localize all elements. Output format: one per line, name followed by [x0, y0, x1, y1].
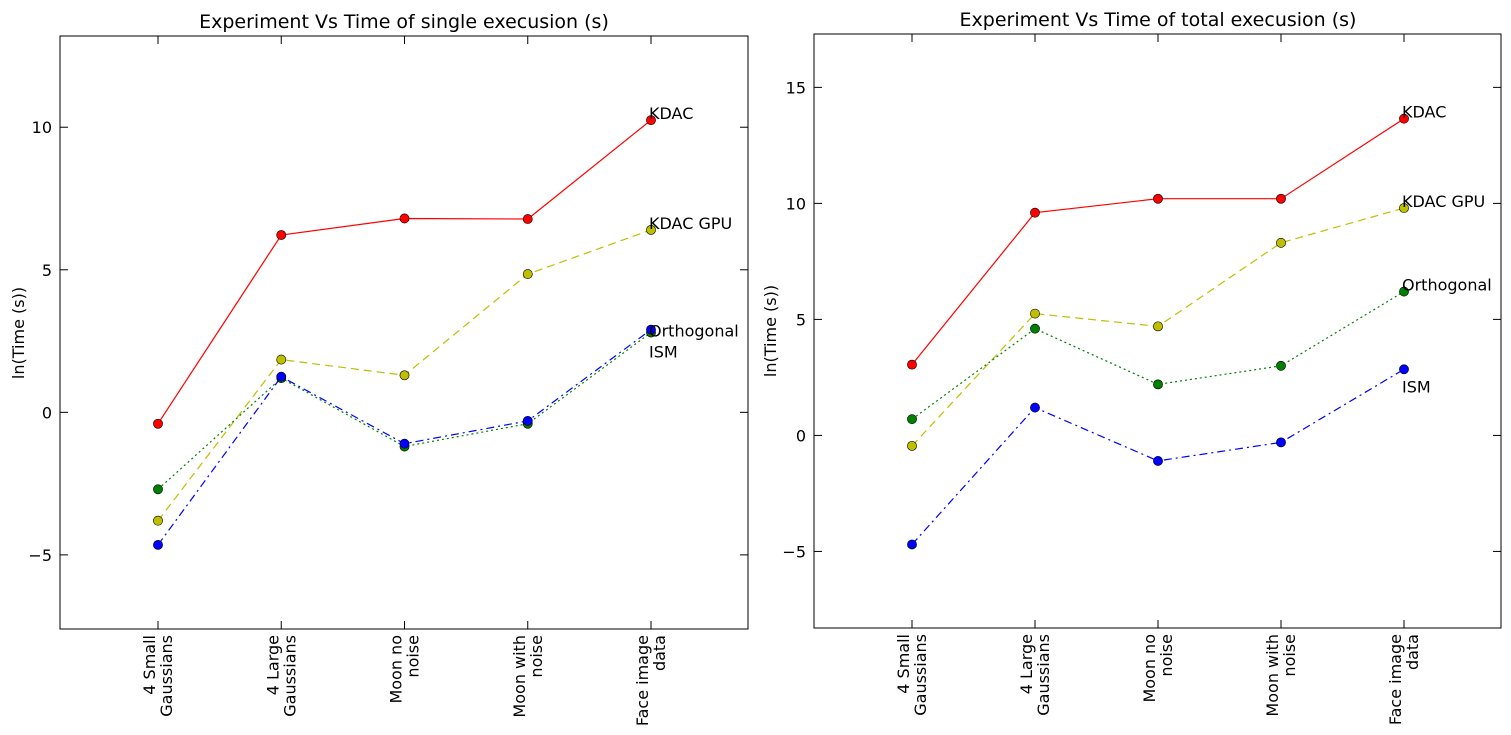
- data-point: [1153, 379, 1163, 390]
- x-tick-label: Moon nonoise: [1140, 634, 1176, 703]
- series-annotation: Orthogonal: [649, 322, 739, 341]
- y-tick-label: 0: [42, 403, 52, 422]
- data-point: [1153, 456, 1163, 466]
- x-tick-label: 4 SmallGaussians: [894, 634, 930, 716]
- data-point: [522, 269, 533, 279]
- series-annotation: KDAC: [649, 104, 693, 123]
- series-annotation: ISM: [1402, 377, 1431, 396]
- plot-frame: [59, 35, 749, 630]
- plot-frame: [813, 33, 1502, 629]
- data-point: [1276, 437, 1286, 448]
- data-point: [399, 438, 410, 449]
- y-axis-label: ln(Time (s)): [761, 285, 780, 377]
- data-point: [1030, 402, 1040, 413]
- data-point: [522, 214, 533, 224]
- data-point: [646, 324, 656, 335]
- data-point: [1276, 193, 1286, 204]
- plot-marks: −5 0 5 10 15 4 SmallGaussians 4 LargeGaussians…: [782, 34, 1501, 725]
- data-point: [1399, 203, 1409, 213]
- y-tick-label: −5: [28, 546, 52, 565]
- series-line: [911, 291, 1405, 420]
- y-tick-label: 5: [796, 310, 806, 329]
- y-tick-label: 0: [796, 426, 806, 445]
- data-point: [907, 359, 917, 370]
- data-point: [1153, 321, 1163, 332]
- series-annotation: KDAC GPU: [1402, 192, 1485, 211]
- x-tick-label: 4 LargeGaussians: [1017, 634, 1053, 716]
- series-annotation: KDAC GPU: [649, 214, 732, 233]
- data-point: [907, 440, 917, 451]
- chart-single-execution: Experiment Vs Time of single execusion (…: [9, 11, 749, 726]
- y-tick-label: 10: [786, 194, 806, 213]
- data-point: [646, 224, 656, 235]
- data-point: [276, 354, 287, 365]
- plot-marks: −5 0 5 10 4 SmallGaussians 4 LargeGaussians Mo…: [28, 36, 748, 726]
- data-point: [646, 115, 656, 126]
- data-point: [1030, 308, 1040, 319]
- chart-title: Experiment Vs Time of single execusion (…: [199, 11, 609, 33]
- y-tick-label: 10: [32, 118, 52, 137]
- y-tick-label: 15: [786, 78, 806, 97]
- x-tick-label: Face imagedata: [1386, 634, 1422, 725]
- series-annotation: KDAC: [1402, 103, 1446, 122]
- x-tick-label: Moon withnoise: [510, 635, 546, 718]
- data-point: [1399, 113, 1409, 124]
- data-point: [153, 484, 163, 495]
- data-point: [399, 370, 410, 381]
- data-point: [1030, 323, 1040, 334]
- data-point: [1399, 364, 1409, 375]
- series-annotation: Orthogonal: [1402, 276, 1492, 295]
- data-point: [907, 539, 917, 550]
- data-point: [1030, 207, 1040, 218]
- data-point: [1153, 193, 1163, 204]
- data-point: [399, 213, 410, 224]
- chart-title: Experiment Vs Time of total execusion (s…: [960, 9, 1357, 31]
- data-point: [907, 414, 917, 425]
- y-tick-label: −5: [782, 542, 806, 561]
- y-tick-label: 5: [42, 261, 52, 280]
- data-point: [276, 230, 287, 240]
- x-tick-label: Moon withnoise: [1263, 634, 1299, 717]
- x-tick-label: Face imagedata: [633, 635, 669, 726]
- x-tick-label: Moon nonoise: [387, 635, 423, 704]
- data-point: [153, 418, 163, 429]
- data-point: [522, 415, 533, 426]
- series-annotation: ISM: [649, 343, 678, 362]
- chart-total-execution: Experiment Vs Time of total execusion (s…: [761, 9, 1502, 725]
- data-point: [1276, 237, 1286, 248]
- data-point: [276, 371, 287, 382]
- data-point: [153, 539, 163, 550]
- data-point: [153, 515, 163, 526]
- x-tick-label: 4 SmallGaussians: [140, 635, 176, 717]
- x-tick-label: 4 LargeGaussians: [263, 635, 299, 717]
- y-axis-label: ln(Time (s)): [9, 287, 28, 379]
- data-point: [1399, 286, 1409, 297]
- data-point: [1276, 360, 1286, 371]
